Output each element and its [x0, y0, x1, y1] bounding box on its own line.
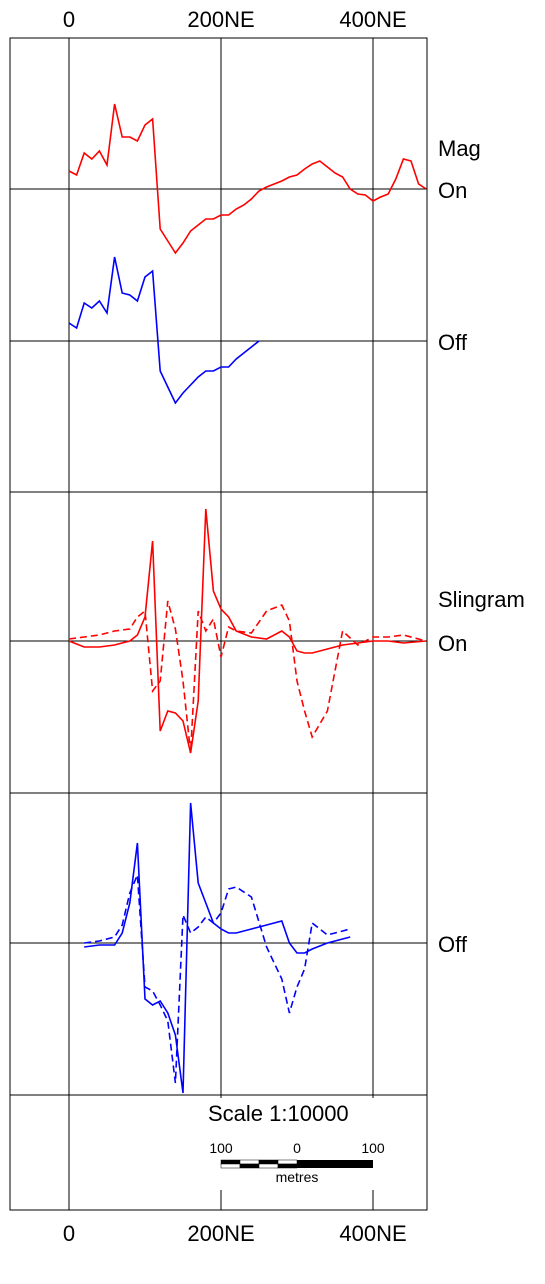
profile-lines — [68, 103, 427, 1094]
scale-segment — [239, 1163, 260, 1169]
scale-mid-label: 0 — [293, 1140, 301, 1156]
label-mag-on: On — [438, 178, 467, 203]
profile-slingram-on-solid — [68, 508, 427, 754]
scale-left-label: 100 — [209, 1140, 233, 1156]
scale-segment — [258, 1159, 279, 1165]
scale-segment — [220, 1159, 241, 1165]
scale-segment — [277, 1159, 298, 1165]
scale-checker — [220, 1159, 373, 1169]
profile-mag-on — [68, 103, 427, 255]
label-slingram: Slingram — [438, 587, 525, 612]
scale-bar: Scale 1:10000 100 0 100 metres — [202, 1098, 394, 1190]
scale-segment — [239, 1159, 260, 1165]
top-tick-0: 0 — [63, 7, 75, 32]
label-slingram-off: Off — [438, 932, 468, 957]
bottom-tick-400ne: 400NE — [339, 1221, 406, 1246]
scale-segment — [220, 1163, 241, 1169]
label-mag-off: Off — [438, 330, 468, 355]
label-slingram-on: On — [438, 631, 467, 656]
top-tick-400ne: 400NE — [339, 7, 406, 32]
scale-right-label: 100 — [361, 1140, 385, 1156]
bottom-tick-0: 0 — [63, 1221, 75, 1246]
profile-mag-off — [68, 256, 260, 405]
scale-segment — [258, 1163, 279, 1169]
profile-slingram-off-solid — [84, 802, 351, 1094]
label-mag: Mag — [438, 136, 481, 161]
profile-slingram-on-dashed — [68, 600, 427, 754]
scale-segment-solid — [297, 1160, 373, 1168]
scale-segment — [277, 1163, 298, 1169]
profile-slingram-off-dashed — [84, 874, 351, 1084]
scale-units: metres — [276, 1169, 319, 1185]
scale-bar-backdrop — [202, 1098, 394, 1190]
scale-title: Scale 1:10000 — [208, 1101, 349, 1126]
top-tick-200ne: 200NE — [187, 7, 254, 32]
plot-frame — [9, 37, 428, 1211]
bottom-tick-200ne: 200NE — [187, 1221, 254, 1246]
